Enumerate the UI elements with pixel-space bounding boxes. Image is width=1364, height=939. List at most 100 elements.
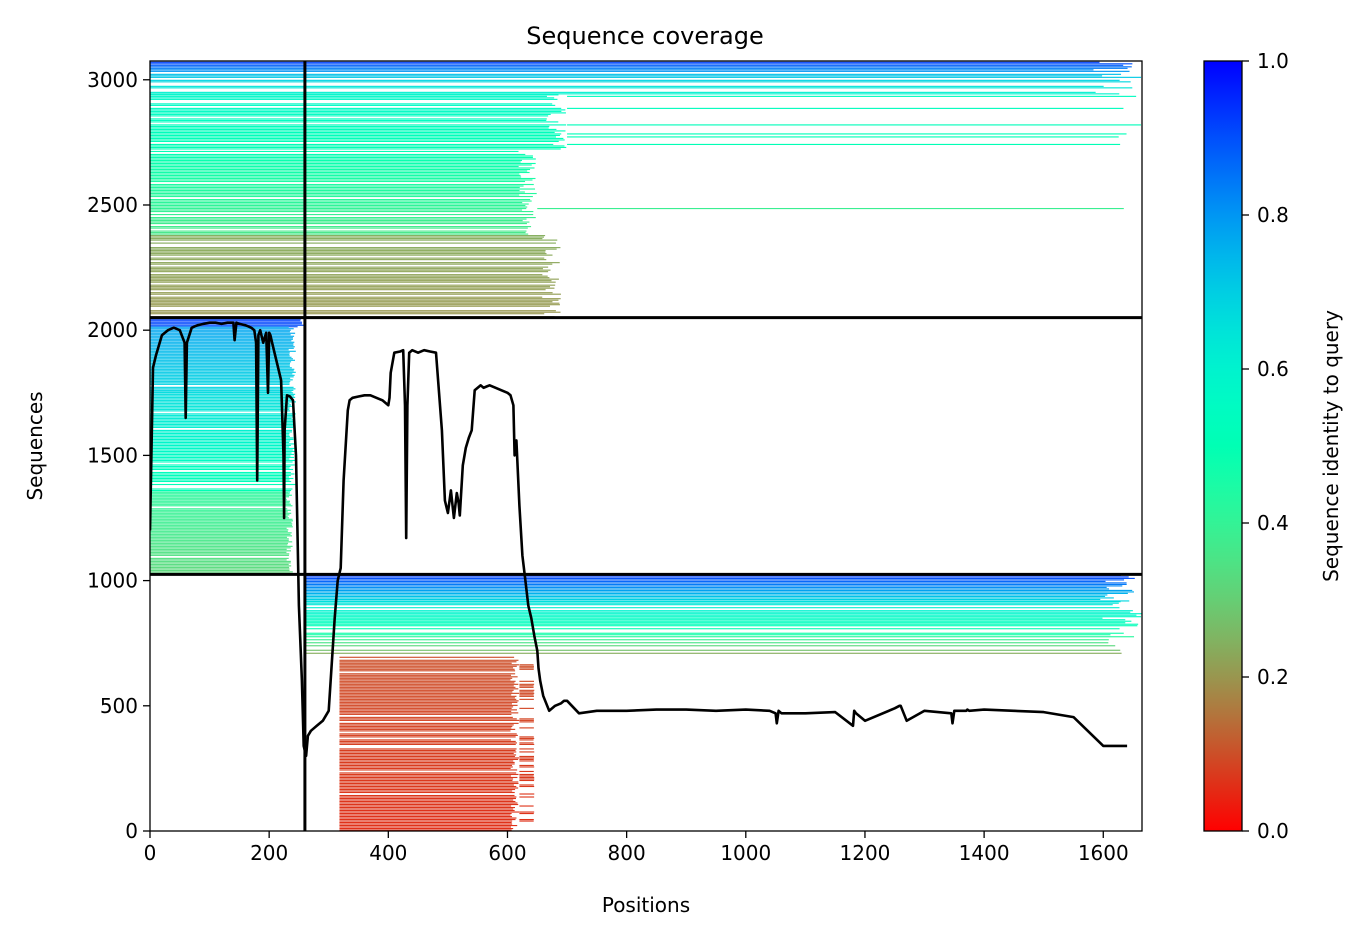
msa-row [304,623,1139,625]
msa-row [519,739,534,741]
msa-row [150,512,292,514]
msa-row [150,66,1132,68]
msa-row [150,362,291,364]
msa-row [150,278,559,280]
msa-row [150,370,294,372]
msa-row [150,553,290,555]
msa-row [339,706,514,708]
msa-row [519,796,535,798]
msa-heatmap [150,61,1142,831]
coverage-line-group [150,321,1128,758]
msa-row [150,438,294,440]
msa-row [304,583,1127,585]
msa-row [519,667,534,669]
msa-row [339,821,512,824]
msa-row [150,371,296,373]
colorbar-axis: 0.0 0.2 0.4 0.6 0.8 1.0 [1242,49,1289,843]
msa-row [150,67,1128,69]
colorbar [1204,61,1242,831]
msa-row [150,526,293,528]
msa-row [150,335,295,337]
msa-row [150,440,291,442]
msa-row [150,298,561,300]
msa-row [150,562,291,564]
msa-row [150,87,1133,89]
msa-row [150,349,289,351]
msa-row [519,784,534,786]
msa-row [150,544,288,546]
msa-row [150,200,532,202]
msa-row [150,320,301,322]
msa-row [150,143,554,146]
msa-row [150,571,293,573]
msa-row [150,269,551,271]
msa-row [150,474,291,477]
msa-row [150,271,549,273]
msa-row [150,505,293,507]
msa-row [339,752,514,754]
msa-row [150,119,547,121]
msa-row [150,414,293,416]
msa-row [150,63,1133,65]
msa-row [150,497,287,499]
msa-row [150,398,292,400]
msa-row [339,700,519,702]
msa-row [150,259,547,261]
msa-row [150,500,290,502]
msa-row [150,560,291,562]
msa-row [339,812,512,815]
msa-row [150,210,534,213]
msa-row [519,707,534,709]
msa-row [339,760,514,762]
msa-row [304,592,1128,594]
colorbar-tick-label: 0.8 [1257,203,1289,227]
msa-row [150,444,291,446]
msa-row [150,257,545,259]
msa-row [339,691,513,693]
msa-row [519,685,534,687]
msa-row [150,536,287,538]
msa-row [519,818,534,821]
msa-row [150,177,536,180]
msa-row [150,476,289,478]
msa-row [339,782,519,785]
msa-row [304,636,1135,638]
msa-row [150,410,291,412]
msa-row [150,104,556,106]
msa-row [519,775,534,777]
msa-row [339,815,512,818]
msa-row [519,719,534,721]
msa-row [150,441,290,443]
msa-row [519,686,534,688]
msa-row [150,289,546,291]
msa-row [150,201,523,204]
msa-row [150,70,1130,72]
msa-row [304,597,1114,599]
msa-row [150,328,294,330]
msa-row [339,781,519,783]
msa-row [150,365,290,367]
msa-row [519,760,534,762]
msa-row [339,727,512,729]
msa-row [304,577,1135,579]
msa-row [150,331,290,333]
msa-row [519,820,534,822]
msa-row [150,554,289,556]
msa-row [150,517,289,519]
msa-row [150,422,294,424]
msa-row [150,465,291,468]
msa-row [150,379,293,381]
msa-row [150,235,546,237]
msa-row [150,109,566,111]
msa-row [150,417,292,419]
msa-row [150,374,295,376]
msa-row [150,194,520,196]
msa-row [304,589,1133,591]
msa-row [339,689,514,691]
msa-row [304,588,1110,590]
msa-row [339,769,518,771]
msa-row [339,814,511,816]
msa-row [150,547,291,549]
x-tick-label: 800 [608,841,646,865]
msa-row [150,131,555,133]
